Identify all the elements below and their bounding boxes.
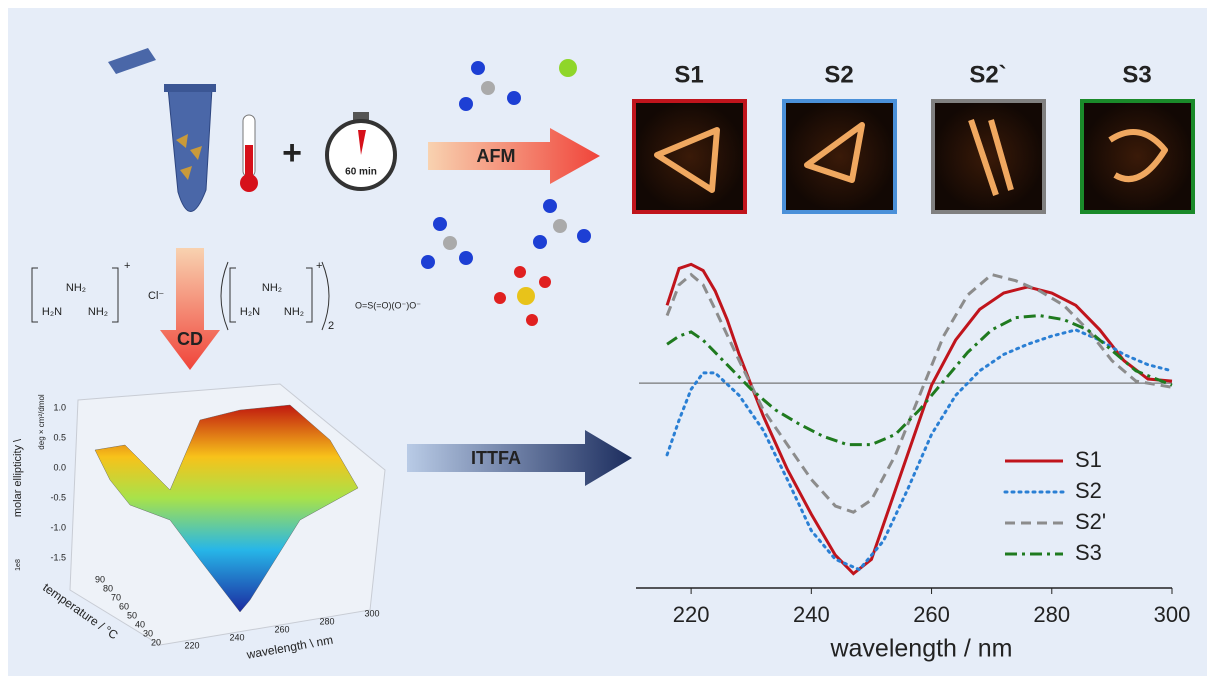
molecules [421, 59, 591, 326]
image-label: S2 [824, 61, 853, 88]
x-tick-label: 220 [673, 602, 710, 627]
arrow-label: AFM [477, 146, 516, 166]
z-tick-label: 1.0 [53, 402, 66, 412]
afm-image [632, 99, 747, 214]
formula: + [316, 260, 322, 272]
axis-label: molar ellipticity \ [12, 438, 24, 517]
x-tick-label: 300 [364, 608, 379, 618]
y-tick-label: 90 [95, 574, 105, 584]
legend-label: S2' [1075, 509, 1106, 534]
afm-images: S1 S2 S2` S3 [632, 61, 1195, 214]
arrow [160, 248, 220, 370]
formula: NH₂ [262, 282, 282, 294]
z-tick-label: 0.0 [53, 462, 66, 472]
z-tick-label: 0.5 [53, 432, 66, 442]
chemistry: NH₂ H₂N NH₂ + Cl⁻ NH₂ H₂N NH₂ + 2 O=S(=O… [31, 260, 421, 332]
x-tick-label: 280 [319, 616, 334, 626]
y-tick-label: 30 [143, 628, 153, 638]
formula: NH₂ [88, 306, 108, 318]
x-tick-label: 240 [229, 632, 244, 642]
formula: H₂N [240, 306, 260, 318]
legend-label: S2 [1075, 478, 1102, 503]
formula: 2 [328, 320, 334, 332]
y-tick-label: 60 [119, 601, 129, 611]
x-tick-label: 260 [274, 624, 289, 634]
x-tick-label: 280 [1033, 602, 1070, 627]
x-axis-label: wavelength / nm [829, 635, 1012, 663]
image-label: S3 [1122, 61, 1151, 88]
afm-image [931, 99, 1046, 214]
axis-unit: deg × cm²/dmol [37, 394, 46, 450]
timer-label: 60 min [345, 167, 377, 178]
series-line [665, 262, 1173, 576]
image-label: S2` [969, 61, 1006, 88]
afm-structure [968, 119, 1014, 196]
x-tick-label: 240 [793, 602, 830, 627]
afm-structure [804, 122, 865, 183]
formula: NH₂ [284, 306, 304, 318]
stopwatch: 60 min [325, 112, 397, 191]
arrow-label: ITTFA [471, 448, 521, 468]
z-tick-label: -1.0 [50, 522, 66, 532]
formula: + [124, 260, 130, 272]
y-tick-label: 20 [151, 637, 161, 647]
y-tick-label: 40 [135, 619, 145, 629]
axis-scale: 1e8 [15, 559, 22, 571]
z-tick-label: -0.5 [50, 492, 66, 502]
z-tick-label: -1.5 [50, 552, 66, 562]
arrow [428, 128, 600, 184]
x-tick-label: 220 [184, 640, 199, 650]
tube [108, 48, 216, 212]
arrow [407, 430, 632, 486]
formula: NH₂ [66, 282, 86, 294]
y-tick-label: 70 [111, 592, 121, 602]
y-tick-label: 50 [127, 610, 137, 620]
afm-structure [654, 127, 720, 193]
afm-image [1080, 99, 1195, 214]
formula: O=S(=O)(O⁻)O⁻ [355, 300, 421, 310]
afm-image [782, 99, 897, 214]
x-tick-label: 260 [913, 602, 950, 627]
formula: H₂N [42, 306, 62, 318]
legend-label: S1 [1075, 447, 1102, 472]
series-line [665, 272, 1173, 514]
series-line [665, 328, 1174, 572]
chart: 220 240 260 280 300 wavelength / nm S1 S2 S2' S3 [636, 262, 1191, 663]
x-tick-label: 300 [1154, 602, 1191, 627]
plus: + [282, 134, 302, 172]
afm-structure [1108, 129, 1168, 182]
image-label: S1 [674, 61, 703, 88]
arrow-label: CD [177, 329, 203, 349]
legend-label: S3 [1075, 540, 1102, 565]
y-tick-label: 80 [103, 583, 113, 593]
thermometer [240, 114, 258, 192]
formula: Cl⁻ [148, 290, 164, 302]
